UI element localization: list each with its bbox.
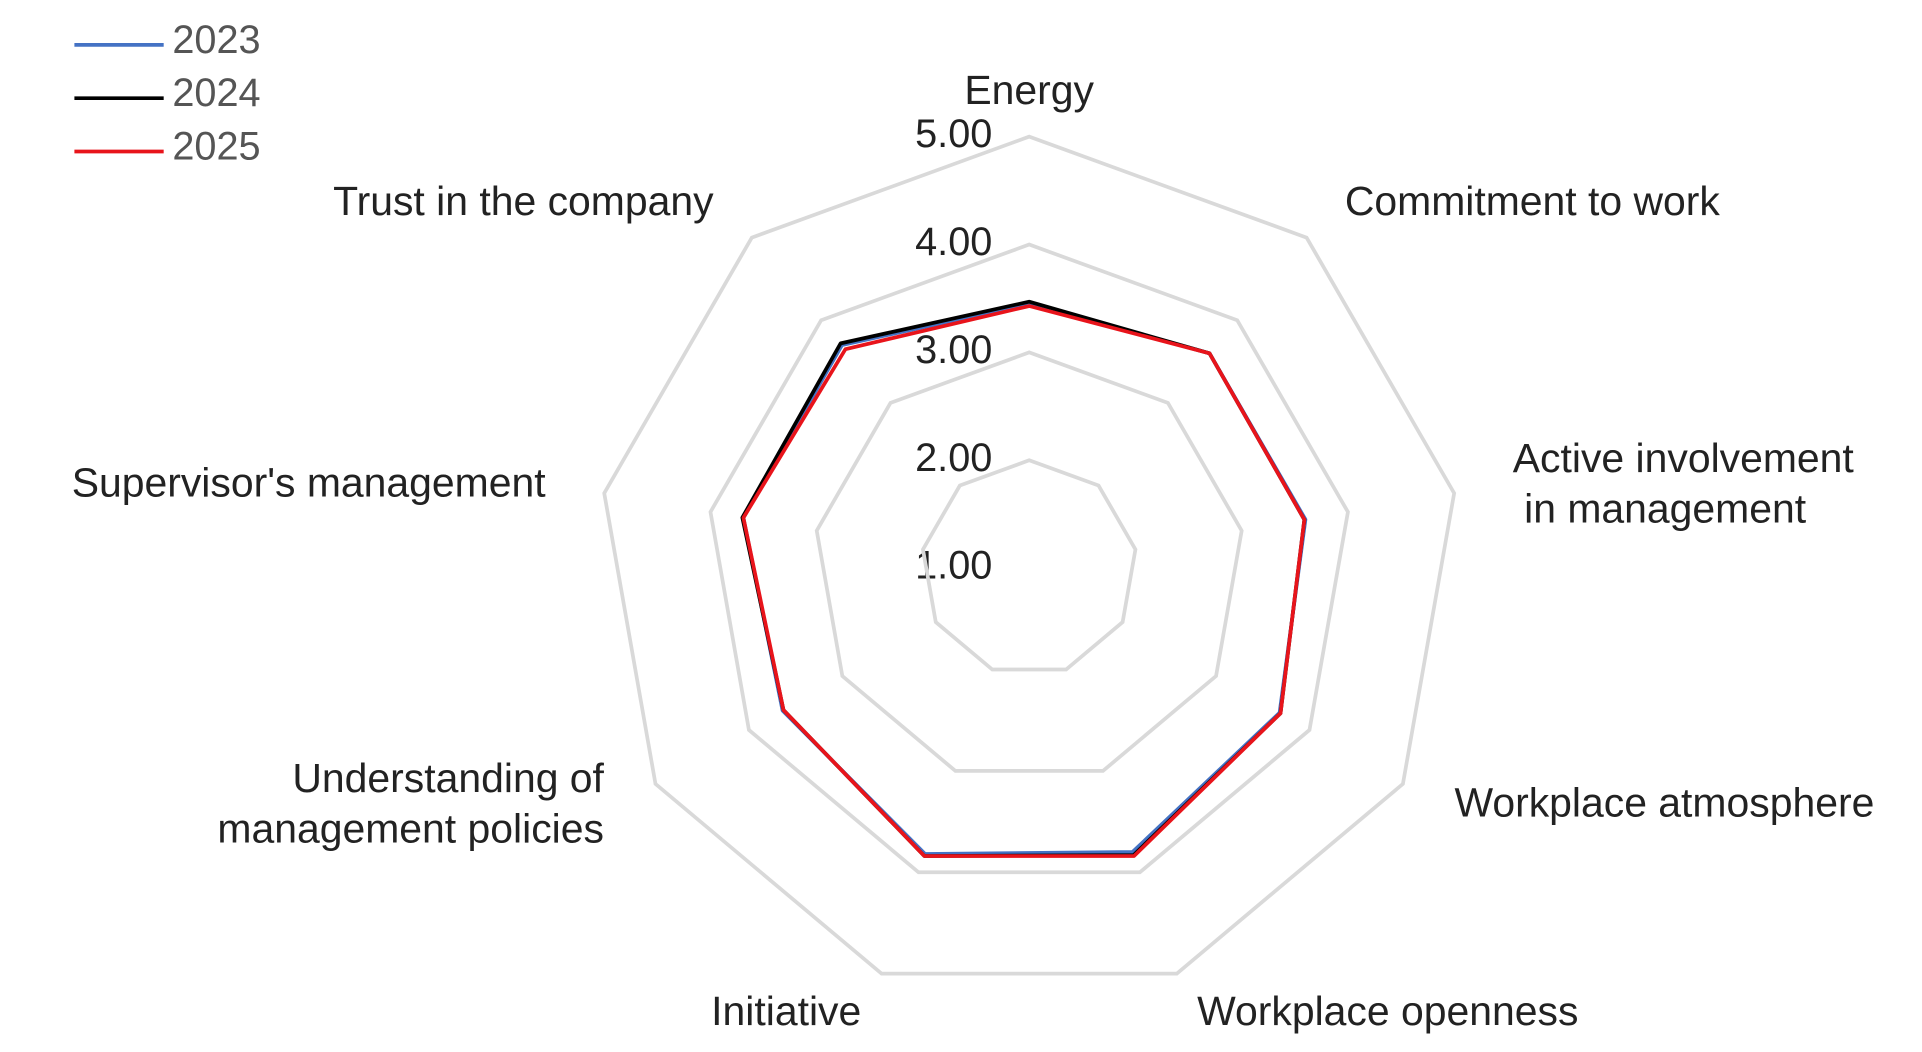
grid-ring	[708, 242, 1350, 875]
series-line	[741, 304, 1307, 858]
legend-label: 2025	[172, 125, 260, 169]
category-label: Initiative	[711, 988, 861, 1034]
r-tick-label: 3.00	[915, 328, 992, 372]
category-label: Active involvement in management	[1513, 435, 1855, 532]
grid-ring	[921, 458, 1138, 672]
grid-ring	[814, 350, 1244, 773]
r-tick-label: 2.00	[915, 436, 992, 480]
r-tick-label: 5.00	[915, 112, 992, 156]
category-label: Commitment to work	[1345, 178, 1721, 224]
grid-ring	[602, 134, 1457, 976]
legend-label: 2024	[172, 71, 260, 115]
category-label: Trust in the company	[333, 178, 714, 224]
category-label: Understanding of management policies	[206, 755, 605, 852]
r-tick-label: 4.00	[915, 220, 992, 264]
legend-label: 2023	[172, 18, 260, 62]
category-label: Energy	[964, 67, 1094, 113]
category-label: Workplace openness	[1197, 988, 1578, 1034]
category-label: Workplace atmosphere	[1454, 779, 1874, 825]
category-label: Supervisor's management	[72, 460, 547, 506]
